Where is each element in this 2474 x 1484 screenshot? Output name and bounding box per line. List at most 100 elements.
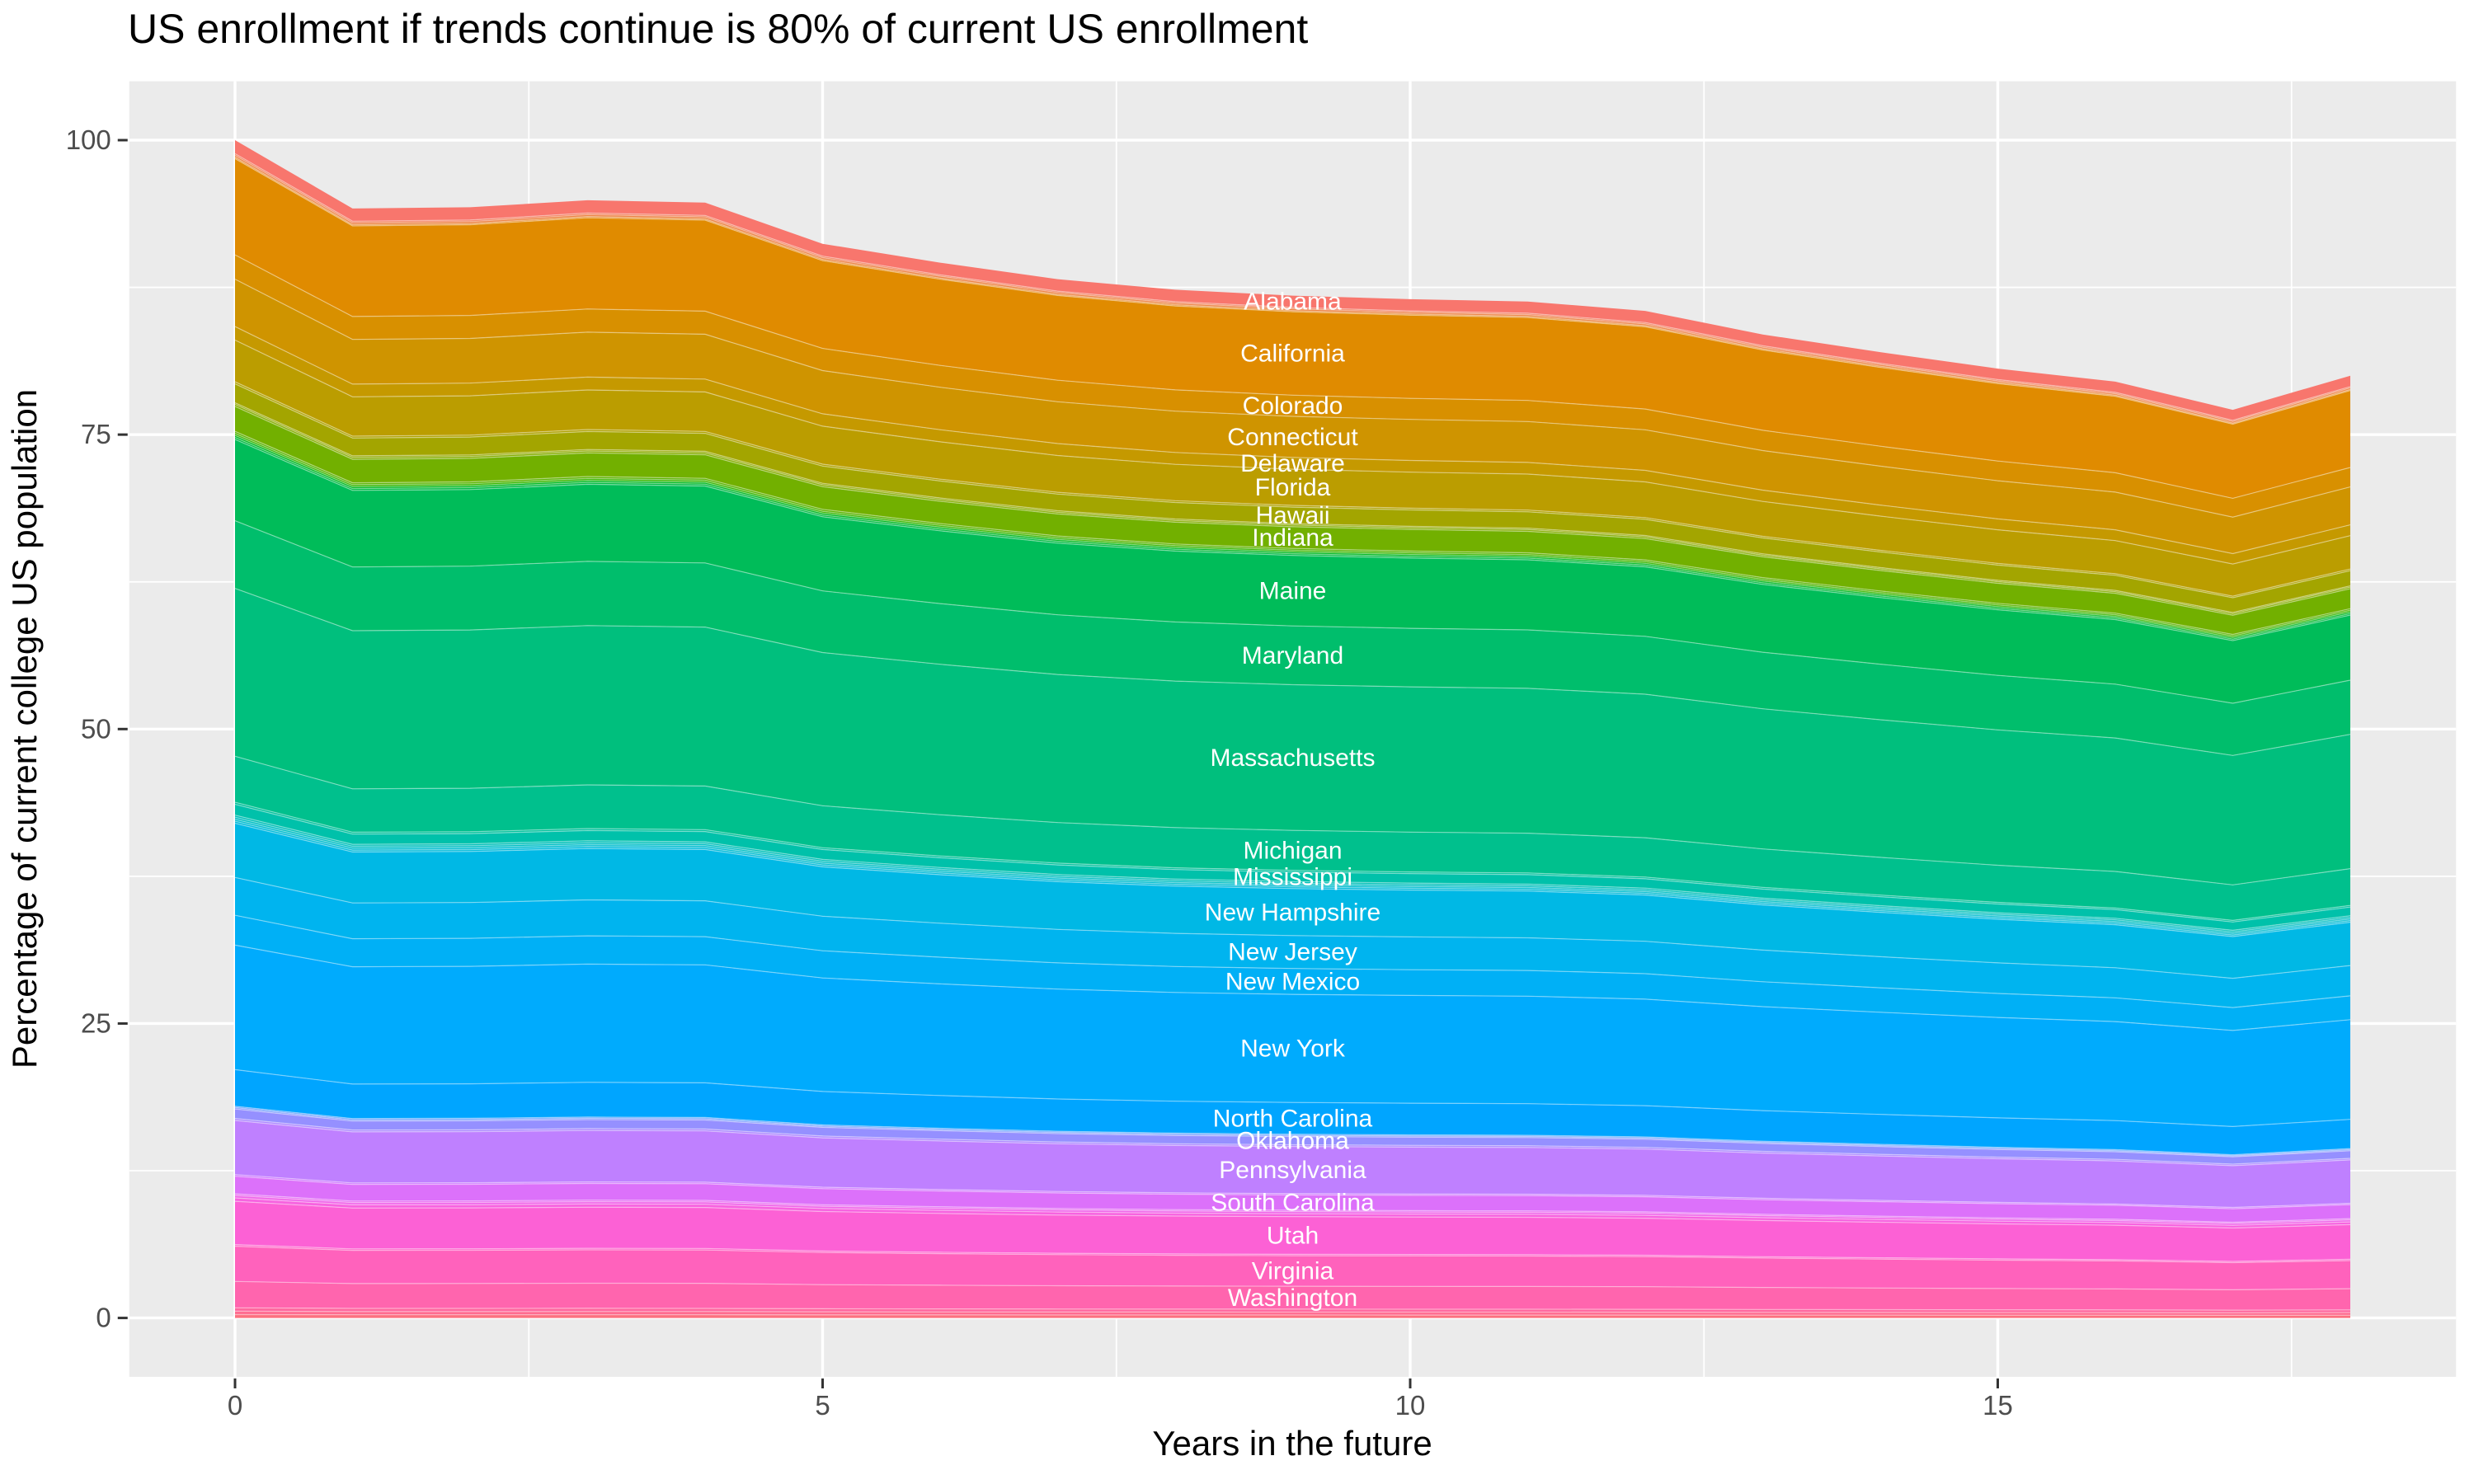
area-band-nevada [235,821,2350,937]
state-area-bands [234,140,2351,1318]
state-label-indiana: Indiana [1252,524,1333,552]
band-separator-line [234,402,2351,613]
state-label-mississippi: Mississippi [1233,864,1352,891]
area-band-georgia [235,382,2350,598]
area-band-florida [235,340,2350,597]
state-label-connecticut: Connecticut [1227,424,1358,451]
area-band-new-hampshire [235,823,2350,979]
y-tick-label-25: 25 [81,1007,111,1038]
band-separator-line [234,1310,2351,1313]
area-band-kentucky [235,435,2350,640]
area-band-ohio [235,1107,2350,1158]
x-tick-label-5: 5 [815,1390,830,1421]
band-separator-line [234,1068,2351,1128]
state-label-colorado: Colorado [1243,392,1343,420]
band-separator-line [234,254,2351,500]
state-label-pennsylvania: Pennsylvania [1219,1157,1366,1184]
area-band-maine [235,439,2350,703]
area-band-tennessee [235,1195,2350,1226]
band-separator-line [234,1307,2351,1311]
band-separator-line [234,433,2351,637]
area-band-michigan [235,756,2350,921]
area-band-washington [235,1281,2350,1311]
band-separator-line [234,1200,2351,1229]
band-separator-line [234,588,2351,756]
x-axis-title: Years in the future [1152,1424,1432,1463]
area-band-minnesota [235,802,2350,923]
area-band-oregon [235,1118,2350,1166]
area-band-missouri [235,815,2350,932]
band-separator-line [234,1195,2351,1224]
band-separator-line [234,1197,2351,1226]
state-label-oklahoma: Oklahoma [1236,1128,1349,1155]
state-label-south-carolina: South Carolina [1211,1190,1375,1217]
band-separator-line [234,1120,2351,1167]
band-separator-line [234,819,2351,934]
area-band-virginia [235,1246,2350,1290]
band-separator-line [234,1280,2351,1291]
state-label-north-carolina: North Carolina [1213,1105,1373,1132]
y-tick-label-100: 100 [66,124,111,155]
band-separator-line [234,430,2351,636]
band-separator-line [234,914,2351,1008]
band-separator-line [234,1244,2351,1262]
state-label-new-jersey: New Jersey [1228,939,1357,966]
state-label-delaware: Delaware [1240,450,1345,477]
state-label-hawaii: Hawaii [1255,502,1329,529]
area-band-new-jersey [235,877,2350,1008]
area-band-iowa [235,431,2350,636]
band-separator-line [234,434,2351,638]
area-band-delaware [235,326,2350,565]
band-separator-line [234,403,2351,614]
area-band-wyoming [235,1314,2350,1318]
band-separator-line [234,1106,2351,1156]
area-band-south-dakota [235,1194,2350,1223]
state-label-utah: Utah [1267,1223,1319,1250]
band-separator-line [234,820,2351,936]
area-band-west-virginia [235,1308,2350,1313]
band-separator-line [234,157,2351,424]
state-label-florida: Florida [1255,474,1331,501]
band-separator-line [234,520,2351,704]
x-tick-label-10: 10 [1395,1390,1426,1421]
area-band-hawaii [235,383,2350,613]
chart-title: US enrollment if trends continue is 80% … [128,6,1308,52]
area-band-nebraska [235,819,2350,936]
area-band-new-mexico [235,915,2350,1031]
state-label-new-mexico: New Mexico [1225,968,1360,995]
band-separator-line [234,823,2351,937]
band-separator-line [234,1108,2351,1158]
band-separator-line [234,876,2351,979]
state-label-michigan: Michigan [1243,838,1342,865]
state-label-massachusetts: Massachusetts [1210,744,1375,772]
band-separator-line [234,944,2351,1031]
area-band-illinois [235,404,2350,616]
area-band-north-dakota [235,1106,2350,1156]
band-separator-line [234,755,2351,885]
area-band-vermont [235,1244,2350,1263]
area-band-california [235,158,2350,499]
state-labels: Alabama California Colorado ConnecticutDela… [1205,289,1380,1312]
band-separator-line [234,406,2351,616]
y-tick-label-75: 75 [81,419,111,449]
band-separator-line [234,816,2351,932]
area-band-south-carolina [235,1176,2350,1223]
area-band-new-york [235,945,2350,1127]
band-separator-line [234,801,2351,922]
band-separator-line [234,804,2351,923]
area-band-alaska [235,153,2350,422]
x-tick-label-15: 15 [1982,1390,2013,1421]
area-band-texas [235,1198,2350,1228]
band-separator-line [234,1176,2351,1209]
y-axis-title: Percentage of current college US populat… [5,389,44,1068]
area-band-utah [235,1201,2350,1261]
area-band-louisiana [235,437,2350,641]
band-separator-line [234,153,2351,421]
state-label-new-york: New York [1240,1036,1346,1063]
state-label-virginia: Virginia [1252,1258,1334,1285]
band-separator-line [234,279,2351,518]
area-band-wisconsin [235,1311,2350,1316]
band-separator-line [234,815,2351,932]
